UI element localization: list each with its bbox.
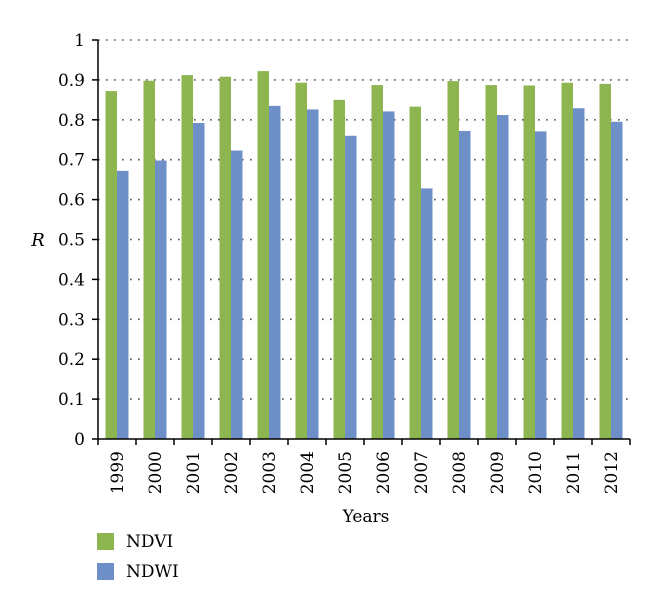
bar-ndwi-2007 [421, 188, 433, 439]
y-tick-label: 0 [74, 430, 85, 450]
bar-ndvi-2006 [371, 85, 383, 439]
bar-ndvi-2012 [599, 83, 611, 439]
bar-ndvi-2011 [561, 82, 573, 440]
bar-ndwi-2002 [231, 150, 243, 439]
legend: NDVI NDWI [97, 532, 179, 582]
x-tick-label: 2011 [564, 451, 584, 494]
bar-ndvi-2001 [181, 75, 193, 439]
bar-ndvi-2010 [523, 85, 535, 440]
y-tick-label: 0.4 [58, 270, 85, 290]
bar-ndwi-2008 [459, 130, 471, 440]
x-tick-label: 2010 [526, 451, 546, 494]
x-tick-label: 2012 [602, 451, 622, 494]
bar-ndvi-2004 [295, 82, 307, 440]
x-tick-label: 2002 [222, 451, 242, 494]
x-axis-ticks: 1999 2000 2001 2002 2003 2004 2005 2006 2007 2008… [97, 439, 631, 494]
gridlines [98, 39, 630, 400]
x-axis-title: Years [342, 507, 390, 527]
bar-ndvi-2005 [333, 99, 345, 439]
x-tick-label: 1999 [108, 451, 128, 494]
x-tick-label: 2000 [146, 451, 166, 494]
x-tick-label: 2001 [184, 451, 204, 494]
x-tick-label: 2008 [450, 451, 470, 494]
y-tick-label: 0.1 [58, 390, 85, 410]
y-tick-label: 0.6 [58, 191, 85, 211]
y-axis-title: R [30, 230, 45, 251]
bar-ndvi-2008 [447, 81, 459, 440]
bar-ndvi-2007 [409, 106, 421, 440]
bar-ndvi-2003 [257, 71, 269, 439]
y-tick-label: 0.7 [58, 151, 85, 171]
y-axis-ticks: 0 0.1 0.2 0.3 0.4 0.5 0.6 0.7 0.8 0.9 1 [58, 31, 98, 450]
y-tick-label: 0.9 [58, 71, 85, 91]
bar-ndwi-2009 [497, 115, 509, 440]
y-tick-label: 0.8 [58, 111, 85, 131]
bar-ndvi-2000 [143, 80, 155, 439]
legend-swatch-ndvi [97, 533, 114, 550]
y-tick-label: 0.3 [58, 310, 85, 330]
bar-ndwi-2000 [155, 160, 167, 440]
bar-ndwi-2010 [535, 131, 547, 439]
x-tick-label: 2004 [298, 451, 318, 494]
legend-swatch-ndwi [97, 563, 114, 580]
legend-label-ndwi: NDWI [126, 562, 179, 582]
x-tick-label: 2006 [374, 451, 394, 494]
x-tick-label: 2007 [412, 451, 432, 494]
x-tick-label: 2009 [488, 451, 508, 494]
bar-ndvi-1999 [105, 91, 117, 440]
bar-ndvi-2002 [219, 76, 231, 439]
bar-ndwi-2005 [345, 135, 357, 439]
bar-ndwi-2012 [611, 121, 623, 440]
bar-ndwi-2004 [307, 109, 319, 440]
y-tick-label: 0.2 [58, 350, 85, 370]
legend-label-ndvi: NDVI [126, 532, 173, 552]
x-tick-label: 2005 [336, 451, 356, 494]
bars [105, 71, 623, 440]
bar-ndwi-1999 [117, 170, 129, 439]
bar-ndvi-2009 [485, 85, 497, 439]
y-tick-label: 1 [74, 31, 85, 51]
y-tick-label: 0.5 [58, 231, 85, 251]
bar-ndwi-2001 [193, 122, 205, 439]
bar-ndwi-2011 [573, 108, 585, 439]
bar-ndwi-2006 [383, 111, 395, 440]
bar-ndwi-2003 [269, 105, 281, 440]
x-tick-label: 2003 [260, 451, 280, 494]
